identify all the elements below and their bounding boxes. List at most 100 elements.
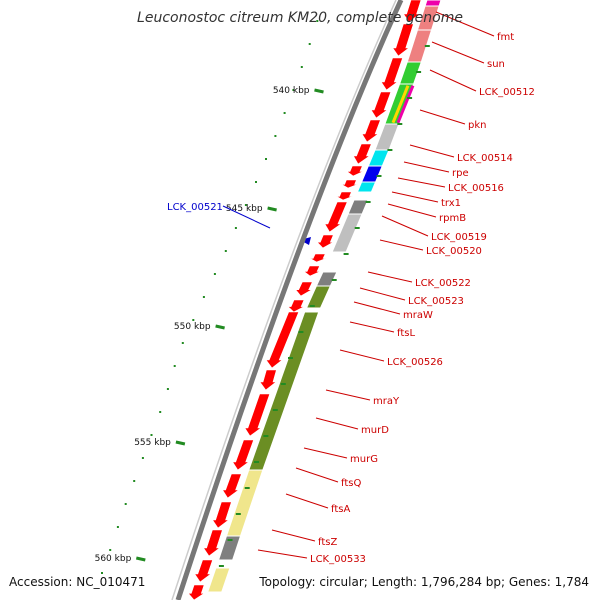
major-tick (135, 556, 146, 562)
minor-tick (265, 158, 267, 160)
gene-label-lck_00519[interactable]: LCK_00519 (431, 232, 487, 243)
cds-arrow (340, 179, 358, 189)
minor-tick (316, 20, 319, 22)
gene-leader-line (222, 205, 271, 229)
cds-arrow (303, 265, 321, 277)
feature-block (331, 213, 363, 253)
feature-block (360, 165, 384, 183)
gene-leader-line (271, 529, 316, 542)
gene-label-lck_00526[interactable]: LCK_00526 (387, 357, 443, 368)
inner-tick (227, 539, 233, 541)
cds-arrow (361, 119, 381, 143)
gene-leader-line (429, 69, 477, 92)
gene-label-rpe[interactable]: rpe (452, 168, 469, 179)
gene-label-mray[interactable]: mraY (373, 396, 400, 407)
gene-label-fmt[interactable]: fmt (497, 32, 514, 43)
backbone-arc-inner (171, 0, 397, 600)
inner-tick (354, 227, 360, 229)
cds-arrow (295, 281, 313, 297)
minor-tick (224, 250, 227, 252)
inner-tick (387, 149, 393, 151)
cds-arrow (403, 0, 422, 23)
gene-label-ftsl[interactable]: ftsL (397, 328, 415, 339)
minor-tick (234, 227, 237, 229)
inner-tick (365, 201, 371, 203)
feature-block (305, 285, 332, 309)
feature-block (424, 0, 442, 7)
gene-leader-line (339, 349, 385, 362)
inner-tick (263, 435, 269, 437)
major-tick (175, 440, 186, 446)
inner-tick (424, 45, 430, 47)
gene-leader-line (435, 11, 495, 37)
tick-label: 555 kbp (134, 438, 171, 448)
feature-block (347, 199, 369, 215)
gene-leader-line (403, 161, 450, 173)
tick-label: 550 kbp (174, 322, 211, 332)
gene-label-murd[interactable]: murD (361, 425, 389, 436)
gene-leader-line (391, 191, 439, 203)
minor-tick (292, 89, 295, 91)
inner-tick (343, 253, 349, 255)
inner-tick (244, 487, 250, 489)
minor-tick (109, 549, 112, 551)
gene-label-rpmb[interactable]: rpmB (439, 213, 466, 224)
inner-tick (218, 565, 224, 567)
gene-leader-line (397, 177, 446, 188)
gene-leader-line (295, 467, 339, 483)
gene-label-lck_00523[interactable]: LCK_00523 (408, 296, 464, 307)
gene-leader-line (387, 203, 437, 218)
inner-tick (416, 71, 422, 73)
inner-tick (331, 279, 337, 281)
gene-label-ftsq[interactable]: ftsQ (341, 478, 361, 489)
gene-leader-line (349, 321, 395, 333)
gene-label-lck_00512[interactable]: LCK_00512 (479, 87, 535, 98)
gene-label-ftsa[interactable]: ftsA (331, 504, 350, 515)
minor-tick (300, 66, 303, 68)
gene-leader-line (379, 239, 424, 251)
gene-leader-line (381, 215, 429, 237)
gene-label-lck_00522[interactable]: LCK_00522 (415, 278, 471, 289)
gene-label-lck_00514[interactable]: LCK_00514 (457, 153, 513, 164)
feature-block (207, 567, 231, 593)
cds-arrow (392, 23, 414, 57)
minor-tick (141, 457, 144, 459)
gene-leader-line (303, 447, 348, 459)
gene-label-sun[interactable]: sun (487, 59, 505, 70)
inner-tick (272, 409, 278, 411)
gene-label-lck_00520[interactable]: LCK_00520 (426, 246, 482, 257)
minor-tick (213, 273, 216, 275)
gene-label-ftsz[interactable]: ftsZ (318, 537, 337, 548)
cds-arrow (187, 584, 206, 600)
gene-label-murg[interactable]: murG (350, 454, 378, 465)
map-title: Leuconostoc citreum KM20, complete genom… (137, 10, 463, 26)
inner-tick (288, 357, 293, 359)
minor-tick (255, 181, 257, 183)
minor-tick (283, 112, 286, 114)
minor-tick (173, 365, 176, 367)
gene-label-lck_00533[interactable]: LCK_00533 (310, 554, 366, 565)
inner-tick (376, 175, 382, 177)
gene-leader-line (419, 109, 466, 125)
minor-tick (308, 43, 311, 45)
tick-label: 540 kbp (273, 86, 310, 96)
inner-tick (298, 331, 304, 333)
gene-label-lck_00516[interactable]: LCK_00516 (448, 183, 504, 194)
gene-leader-line (285, 493, 329, 509)
position-ticks: 540 kbp 545 kbp 550 kbp 555 kbp 560 kbp (95, 20, 430, 574)
gene-label-pkn[interactable]: pkn (468, 120, 486, 131)
summary-text: Topology: circular; Length: 1,796,284 bp… (258, 575, 589, 589)
tick-label: 560 kbp (95, 554, 132, 564)
inner-tick (235, 513, 241, 515)
cds-arrow (232, 439, 255, 471)
minor-tick (166, 388, 169, 390)
tick-label: 545 kbp (226, 204, 263, 214)
cds-arrow (194, 559, 214, 583)
feature-stripe (391, 85, 410, 124)
gene-label-trx1[interactable]: trx1 (441, 198, 461, 209)
gene-label-mraw[interactable]: mraW (403, 310, 433, 321)
gene-leader-line (367, 271, 413, 283)
gene-label-lck_00521[interactable]: LCK_00521 (167, 202, 223, 213)
minor-tick (150, 434, 153, 436)
